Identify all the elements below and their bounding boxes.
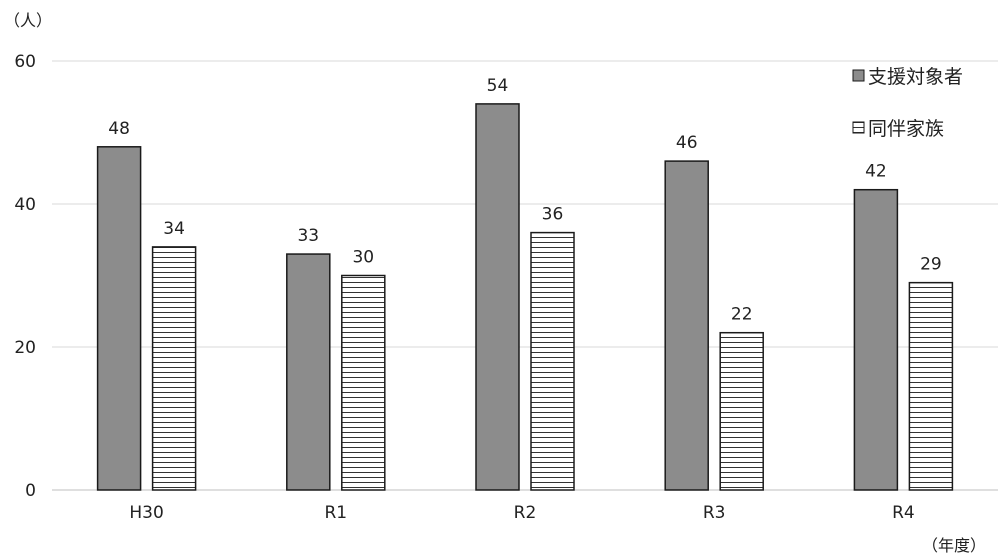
bar-target-R2 [475, 103, 520, 491]
gridlines [52, 60, 998, 491]
bar-target-R4 [853, 188, 899, 491]
x-tick-label: R2 [514, 503, 537, 523]
data-label: 48 [108, 119, 130, 139]
data-label: 29 [920, 255, 942, 275]
bar-family-R1 [341, 274, 386, 491]
legend-swatch [852, 121, 865, 134]
data-label: 34 [163, 219, 185, 239]
bar-target-R1 [286, 253, 331, 491]
data-label: 36 [542, 205, 564, 225]
data-label: 30 [352, 248, 374, 268]
bar-family-R4 [908, 281, 954, 491]
x-axis-ticks: H30 R1 R2 R3 R4 [129, 503, 914, 523]
data-label: 54 [487, 76, 509, 96]
legend-label: 同伴家族 [868, 118, 944, 140]
data-label: 22 [731, 305, 753, 325]
data-label: 42 [865, 162, 887, 182]
legend-label: 支援対象者 [868, 66, 963, 88]
x-tick-label: R3 [703, 503, 726, 523]
x-tick-label: H30 [129, 503, 163, 523]
y-axis-ticks: 0 20 40 60 [14, 52, 36, 501]
bars [96, 103, 954, 491]
x-unit-label: （年度） [922, 536, 986, 555]
data-label: 46 [676, 133, 698, 153]
bar-family-R3 [719, 331, 764, 491]
bar-target-R3 [664, 160, 709, 491]
data-label: 33 [297, 226, 319, 246]
y-tick-label: 0 [25, 481, 36, 501]
bar-family-R2 [530, 231, 575, 491]
bar-target-H30 [96, 146, 142, 491]
bar-family-H30 [151, 246, 197, 491]
y-tick-label: 20 [14, 338, 36, 358]
x-tick-label: R1 [324, 503, 347, 523]
data-labels: 48 34 33 30 54 36 46 22 42 29 [108, 76, 941, 325]
y-unit-label: （人） [4, 11, 52, 30]
x-tick-label: R4 [892, 503, 915, 523]
y-tick-label: 40 [14, 195, 36, 215]
y-tick-label: 60 [14, 52, 36, 72]
legend-swatch [852, 69, 865, 82]
